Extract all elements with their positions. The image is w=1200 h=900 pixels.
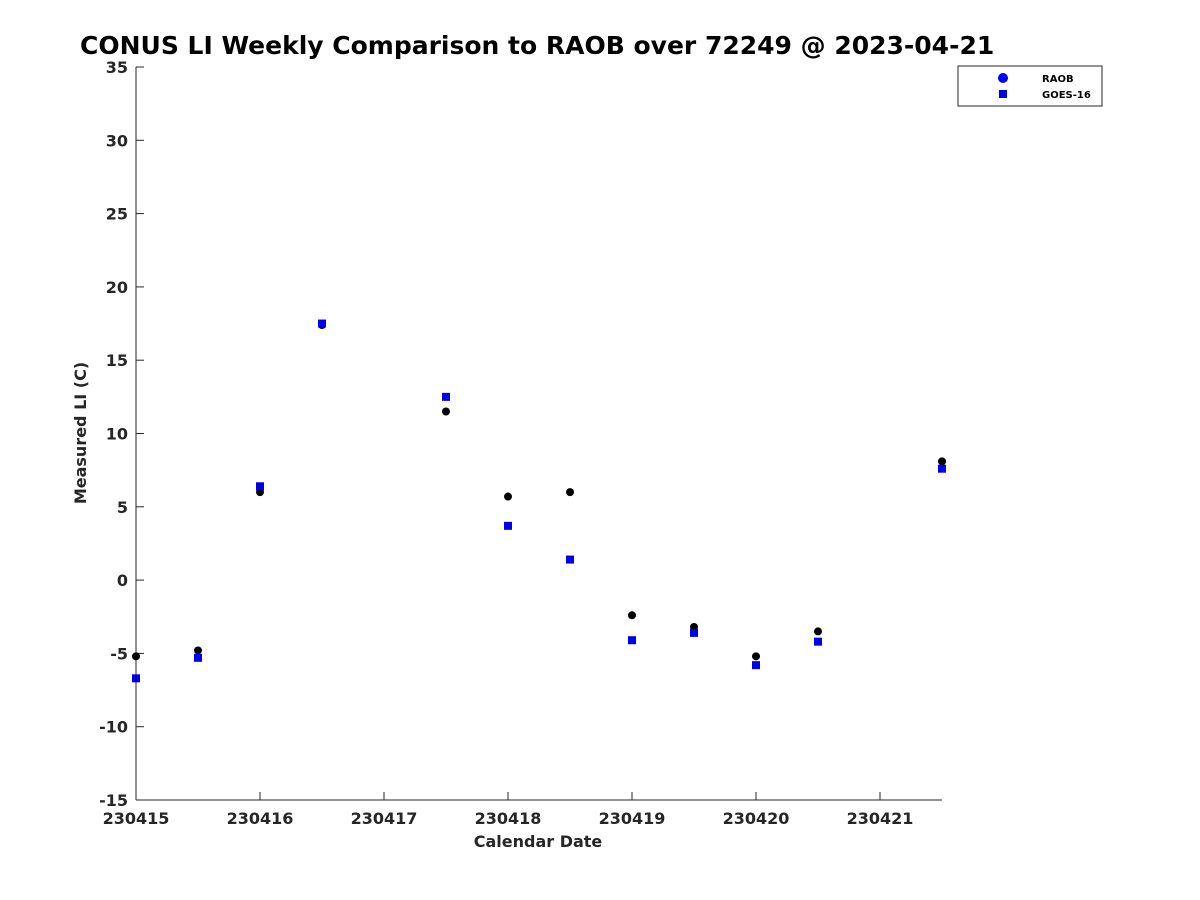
goes16-point xyxy=(194,653,202,662)
legend-label: GOES-16 xyxy=(1042,90,1091,101)
goes16-point xyxy=(442,392,450,401)
x-tick-label: 230420 xyxy=(723,809,790,828)
goes16-point xyxy=(814,637,822,646)
raob-point xyxy=(504,492,512,501)
goes16-point xyxy=(256,482,264,491)
x-tick-label: 230415 xyxy=(103,809,170,828)
goes16-point xyxy=(132,674,140,683)
goes16-point xyxy=(690,628,698,637)
chart-title: CONUS LI Weekly Comparison to RAOB over … xyxy=(80,31,994,60)
goes16-point xyxy=(566,555,574,564)
raob-point xyxy=(566,488,574,497)
goes16-point xyxy=(318,319,326,328)
raob-point xyxy=(194,646,202,655)
y-tick-label: -5 xyxy=(110,644,128,663)
axes: -15 -10 -5 0 5 10 15 20 25 30 35 230415 230416 230417… xyxy=(99,58,942,828)
x-tick-label: 230418 xyxy=(475,809,542,828)
y-tick-label: 25 xyxy=(106,205,128,224)
x-tick-label: 230416 xyxy=(227,809,294,828)
legend-box xyxy=(957,65,1103,107)
y-tick-label: -15 xyxy=(99,791,128,810)
plot-marks xyxy=(132,319,946,683)
legend-label: RAOB xyxy=(1042,74,1074,85)
raob-point xyxy=(132,652,140,661)
goes16-point xyxy=(628,636,636,645)
legend: RAOB GOES-16 xyxy=(957,65,1103,107)
raob-point xyxy=(752,652,760,661)
raob-point xyxy=(628,611,636,620)
raob-point xyxy=(938,457,946,466)
x-tick-label: 230417 xyxy=(351,809,418,828)
y-tick-label: 30 xyxy=(106,131,128,150)
y-tick-label: 20 xyxy=(106,278,128,297)
goes16-point xyxy=(938,464,946,473)
y-tick-label: 15 xyxy=(106,351,128,370)
y-tick-label: 10 xyxy=(106,425,128,444)
y-tick-label: 0 xyxy=(117,571,128,590)
x-tick-label: 230419 xyxy=(599,809,666,828)
y-axis-label: Measured LI (C) xyxy=(71,362,90,504)
raob-point xyxy=(814,627,822,636)
y-tick-label: -10 xyxy=(99,718,128,737)
goes16-point xyxy=(752,661,760,670)
y-tick-label: 5 xyxy=(117,498,128,517)
legend-raob-marker xyxy=(998,73,1008,83)
x-axis-label: Calendar Date xyxy=(474,832,603,851)
y-tick-label: 35 xyxy=(106,58,128,77)
legend-goes16-marker xyxy=(999,90,1007,98)
raob-point xyxy=(442,407,450,416)
x-tick-label: 230421 xyxy=(847,809,914,828)
goes16-point xyxy=(504,521,512,530)
